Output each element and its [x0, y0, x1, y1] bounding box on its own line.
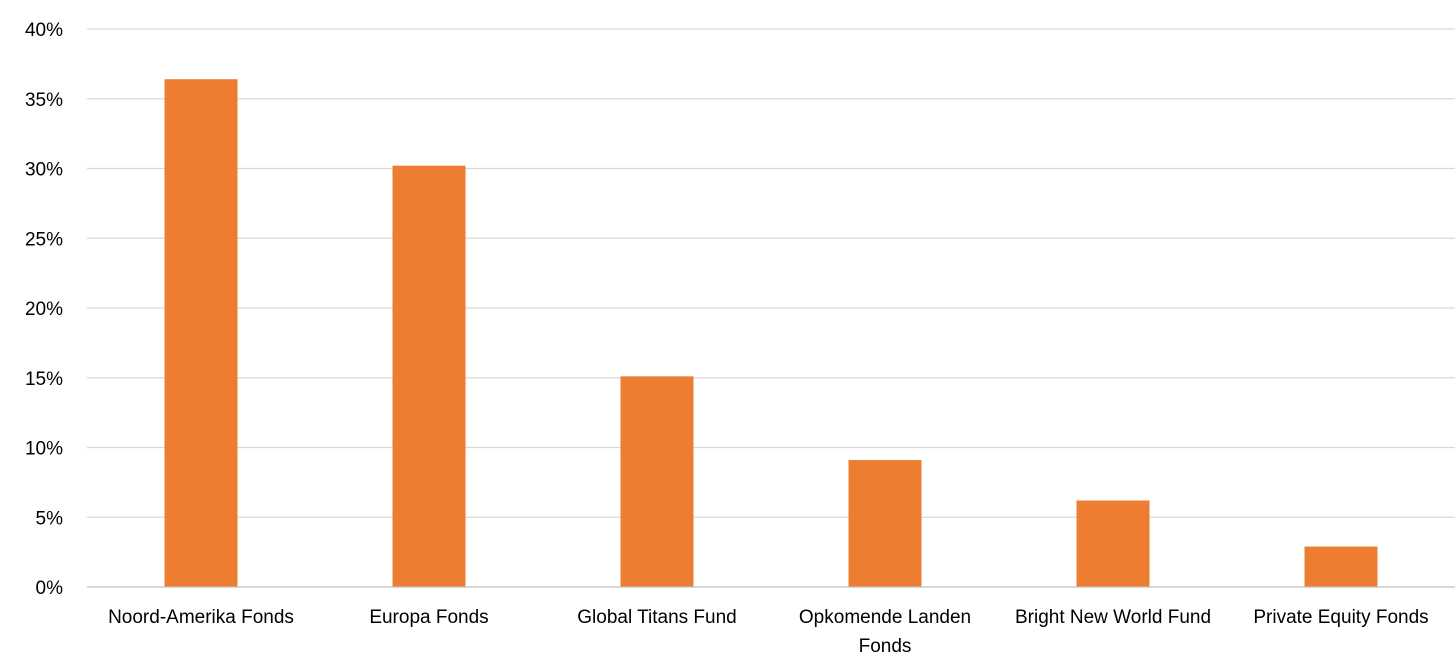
bars [164, 79, 1378, 587]
bar [848, 460, 922, 587]
y-tick-label: 0% [36, 578, 64, 599]
bar [164, 79, 238, 587]
x-category-label: Private Equity Fonds [1253, 607, 1428, 628]
y-tick-label: 40% [25, 20, 63, 41]
bar [1304, 546, 1378, 587]
y-tick-label: 5% [36, 508, 64, 529]
x-category-label: Noord-Amerika Fonds [108, 607, 294, 628]
y-axis-tick-labels: 0% 5% 10% 15% 20% 25% 30% 35% 40% [25, 20, 63, 599]
x-category-label: Fonds [859, 636, 912, 655]
y-tick-label: 35% [25, 90, 63, 111]
x-category-label: Bright New World Fund [1015, 607, 1211, 628]
x-category-label: Opkomende Landen [799, 607, 971, 628]
bar [1076, 500, 1150, 587]
x-axis-category-labels: Noord-Amerika Fonds Europa Fonds Global Ti… [108, 607, 1429, 655]
bar [392, 165, 466, 587]
gridlines [87, 28, 1455, 518]
y-tick-label: 15% [25, 369, 63, 390]
x-category-label: Europa Fonds [369, 607, 488, 628]
x-category-label: Global Titans Fund [577, 607, 736, 628]
bar [620, 376, 694, 587]
y-tick-label: 25% [25, 229, 63, 250]
y-tick-label: 30% [25, 160, 63, 181]
y-tick-label: 10% [25, 439, 63, 460]
y-tick-label: 20% [25, 299, 63, 320]
